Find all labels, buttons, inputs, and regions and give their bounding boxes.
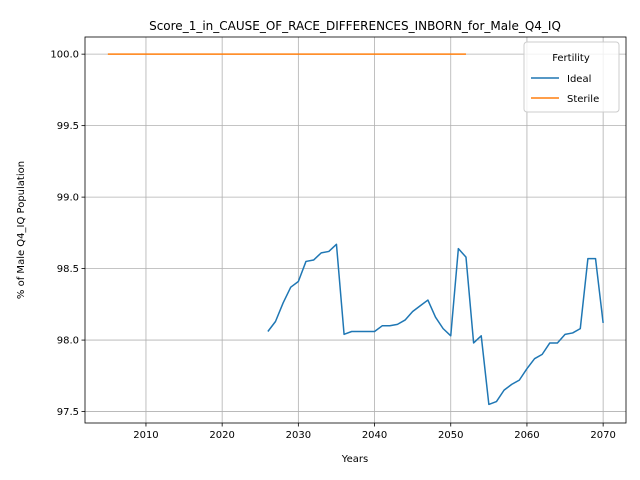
x-tick-label: 2050 <box>438 430 463 441</box>
x-tick-label: 2040 <box>362 430 387 441</box>
y-axis-ticks: 97.5 98.0 98.5 99.0 99.5 100.0 <box>50 50 85 418</box>
x-tick-label: 2020 <box>209 430 234 441</box>
legend-label-sterile: Sterile <box>567 94 599 105</box>
x-axis-ticks: 2010 2020 2030 2040 2050 2060 2070 <box>133 423 616 441</box>
x-tick-label: 2030 <box>286 430 311 441</box>
y-axis-label: % of Male Q4_IQ Population <box>16 161 27 299</box>
y-tick-label: 98.5 <box>57 264 79 275</box>
series-line-ideal <box>267 243 604 406</box>
y-tick-label: 98.0 <box>57 336 79 347</box>
x-tick-label: 2060 <box>514 430 539 441</box>
x-tick-label: 2070 <box>590 430 615 441</box>
legend-title: Fertility <box>552 53 590 64</box>
y-tick-label: 100.0 <box>50 50 79 61</box>
series-lines <box>107 53 604 406</box>
chart-title: Score_1_in_CAUSE_OF_RACE_DIFFERENCES_INB… <box>149 19 561 33</box>
y-tick-label: 99.5 <box>57 121 79 132</box>
y-tick-label: 99.0 <box>57 193 79 204</box>
plot-frame <box>84 36 627 424</box>
legend-label-ideal: Ideal <box>567 74 591 85</box>
x-axis-label: Years <box>341 454 368 465</box>
x-tick-label: 2010 <box>133 430 158 441</box>
grid-lines <box>85 37 626 423</box>
y-tick-label: 97.5 <box>57 407 79 418</box>
legend-box <box>523 41 620 113</box>
legend: Fertility Ideal Sterile <box>523 41 620 113</box>
